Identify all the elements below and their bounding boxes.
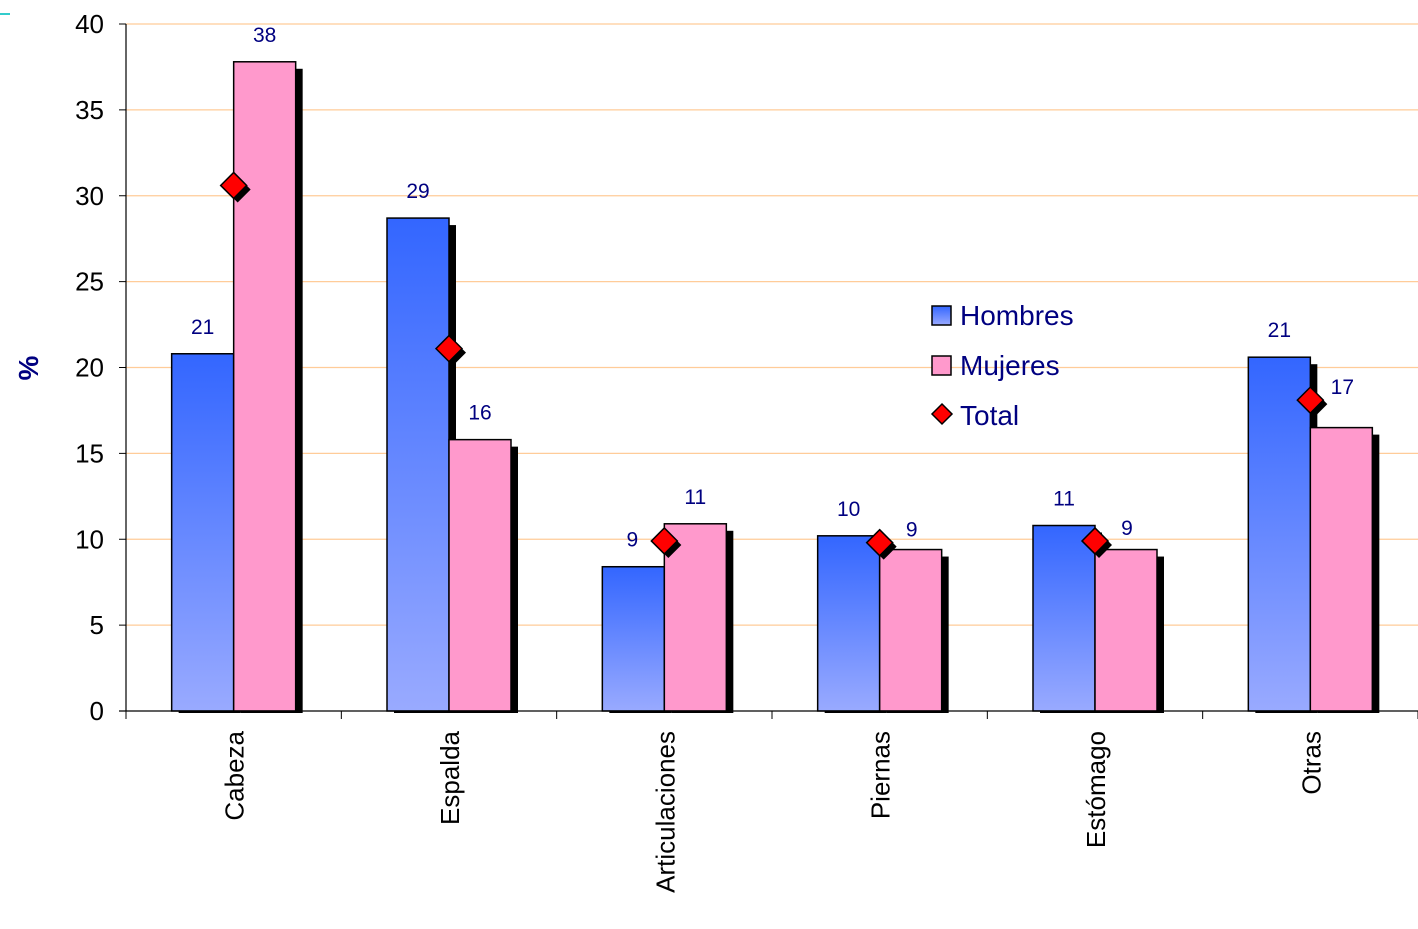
data-labels: 21 38 29 16 9 11 10 9 11 9 21 17	[191, 24, 1354, 552]
bar-hombres	[1247, 356, 1312, 712]
bar-hombres	[170, 353, 235, 712]
data-label-hombres: 11	[1053, 488, 1075, 511]
bar-mujeres	[878, 548, 943, 712]
legend-label-total: Total	[960, 400, 1019, 431]
data-label-hombres: 10	[837, 498, 860, 521]
data-label-hombres: 9	[626, 529, 638, 552]
y-axis-ticks: 0 5 10 15 20 25 30 35 40	[75, 9, 126, 726]
bars	[170, 61, 1380, 713]
x-category-label: Articulaciones	[650, 731, 680, 893]
x-category-label: Otras	[1296, 731, 1326, 795]
x-category-label: Espalda	[435, 730, 465, 824]
legend-label-hombres: Hombres	[960, 300, 1074, 331]
data-label-mujeres: 16	[468, 402, 491, 425]
bar-hombres	[816, 535, 881, 712]
gridlines	[126, 23, 1418, 626]
total-markers	[219, 171, 1328, 560]
marker-total	[1080, 526, 1110, 556]
bar-mujeres	[663, 523, 728, 712]
y-tick-label: 0	[90, 696, 104, 726]
y-tick-label: 10	[75, 524, 104, 554]
data-label-mujeres: 9	[1121, 517, 1133, 540]
x-category-label: Piernas	[866, 731, 896, 819]
x-category-label: Cabeza	[220, 730, 250, 820]
data-label-hombres: 29	[406, 180, 429, 203]
y-tick-label: 40	[75, 9, 104, 39]
data-label-mujeres: 9	[906, 519, 918, 542]
y-tick-label: 25	[75, 267, 104, 297]
bar-hombres	[1032, 524, 1096, 712]
data-label-hombres: 21	[1268, 319, 1291, 342]
legend-label-mujeres: Mujeres	[960, 350, 1060, 381]
data-label-mujeres: 17	[1331, 376, 1354, 399]
legend-marker-total	[930, 402, 954, 426]
y-tick-label: 20	[75, 353, 104, 383]
x-category-label: Estómago	[1081, 731, 1111, 848]
marker-total	[434, 334, 464, 363]
legend-swatch-hombres	[931, 305, 952, 326]
y-tick-label: 15	[75, 438, 104, 468]
legend-swatch-mujeres	[931, 355, 952, 376]
data-label-mujeres: 38	[253, 24, 276, 47]
y-tick-label: 35	[75, 95, 104, 125]
bar-mujeres	[1094, 548, 1158, 712]
marker-total	[219, 171, 248, 200]
marker-total	[650, 526, 679, 556]
y-tick-label: 30	[75, 181, 104, 211]
y-tick-label: 5	[90, 610, 104, 640]
y-axis-label: %	[13, 355, 44, 380]
bar-mujeres	[1309, 426, 1374, 712]
data-label-mujeres: 11	[684, 486, 706, 509]
marker-total	[1296, 386, 1325, 415]
bar-mujeres	[232, 61, 297, 712]
axes	[119, 24, 1418, 719]
legend: Hombres Mujeres Total	[930, 300, 1074, 431]
bar-mujeres	[448, 438, 512, 712]
marker-total	[865, 528, 894, 557]
bar-hombres	[386, 217, 450, 712]
data-label-hombres: 21	[191, 316, 214, 339]
x-axis-categories: Cabeza Espalda Articulaciones Piernas Estóma…	[220, 730, 1327, 892]
bar-hombres	[601, 565, 666, 712]
